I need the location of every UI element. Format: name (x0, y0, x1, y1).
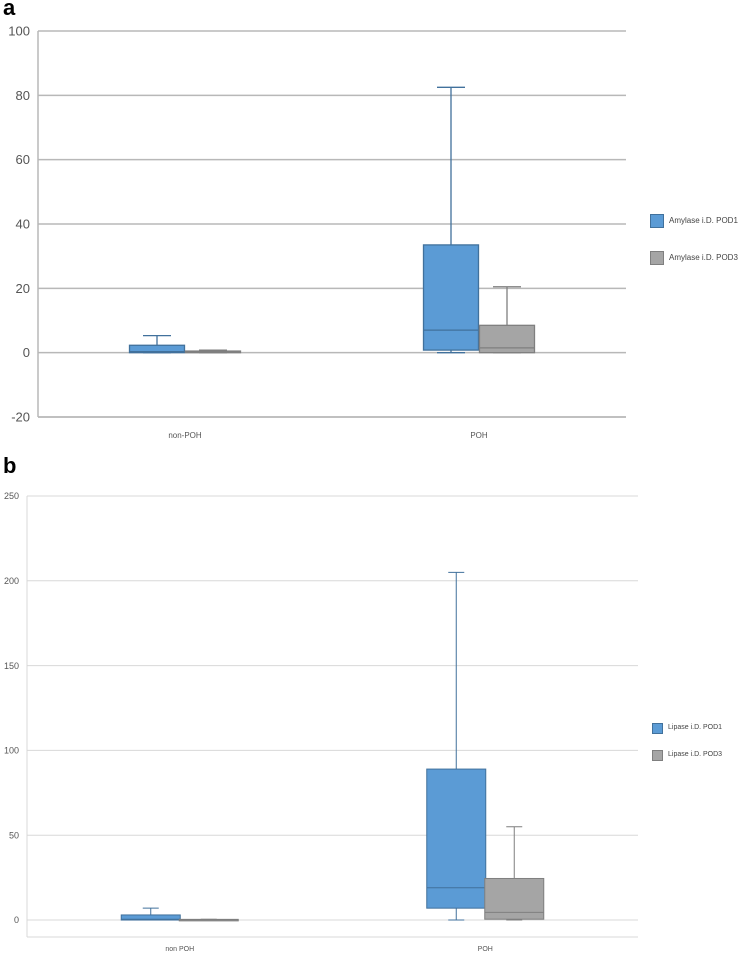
panel-label-a: a (3, 0, 16, 20)
legend-label: Amylase i.D. POD1 (669, 216, 738, 226)
legend-label: Lipase i.D. POD1 (668, 724, 723, 732)
legend-swatch (650, 251, 664, 265)
y-tick-label: 100 (4, 746, 19, 756)
box (128, 344, 186, 354)
category-label: non POH (165, 946, 194, 953)
box (422, 244, 480, 351)
legend-swatch (652, 723, 663, 734)
y-tick-label: 250 (4, 491, 19, 501)
legend-label: Lipase i.D. POD3 (668, 751, 723, 759)
y-tick-label: 150 (4, 661, 19, 671)
box (120, 914, 181, 921)
panel-b: b 0 50 100 150 200 250 non POH POH Lipase i.D. … (0, 453, 749, 956)
legend-swatch (650, 214, 664, 228)
y-tick-label: 200 (4, 576, 19, 586)
y-tick-label: -20 (11, 410, 30, 425)
y-tick-label: 0 (14, 915, 19, 925)
box (426, 768, 487, 909)
legend-label: Amylase i.D. POD3 (669, 253, 738, 263)
box-plot-amylase: -20 0 20 40 60 80 100 non-POH POH (8, 24, 626, 440)
panel-a: a -20 0 20 40 60 80 100 non-POH POH Amylase i.D.… (0, 0, 749, 450)
category-label: POH (470, 431, 488, 440)
legend-swatch (652, 750, 663, 761)
category-label: POH (478, 946, 493, 953)
y-tick-label: 50 (9, 830, 19, 840)
category-label: non-POH (168, 431, 202, 440)
y-tick-label: 100 (8, 24, 30, 39)
y-tick-label: 0 (23, 345, 30, 360)
panel-label-b: b (3, 453, 17, 478)
y-tick-label: 60 (16, 152, 30, 167)
box-plot-lipase: 0 50 100 150 200 250 non POH POH (4, 491, 638, 953)
y-tick-label: 80 (16, 88, 30, 103)
y-tick-label: 40 (16, 217, 30, 232)
y-tick-label: 20 (16, 281, 30, 296)
box (484, 877, 545, 920)
box (478, 324, 536, 354)
